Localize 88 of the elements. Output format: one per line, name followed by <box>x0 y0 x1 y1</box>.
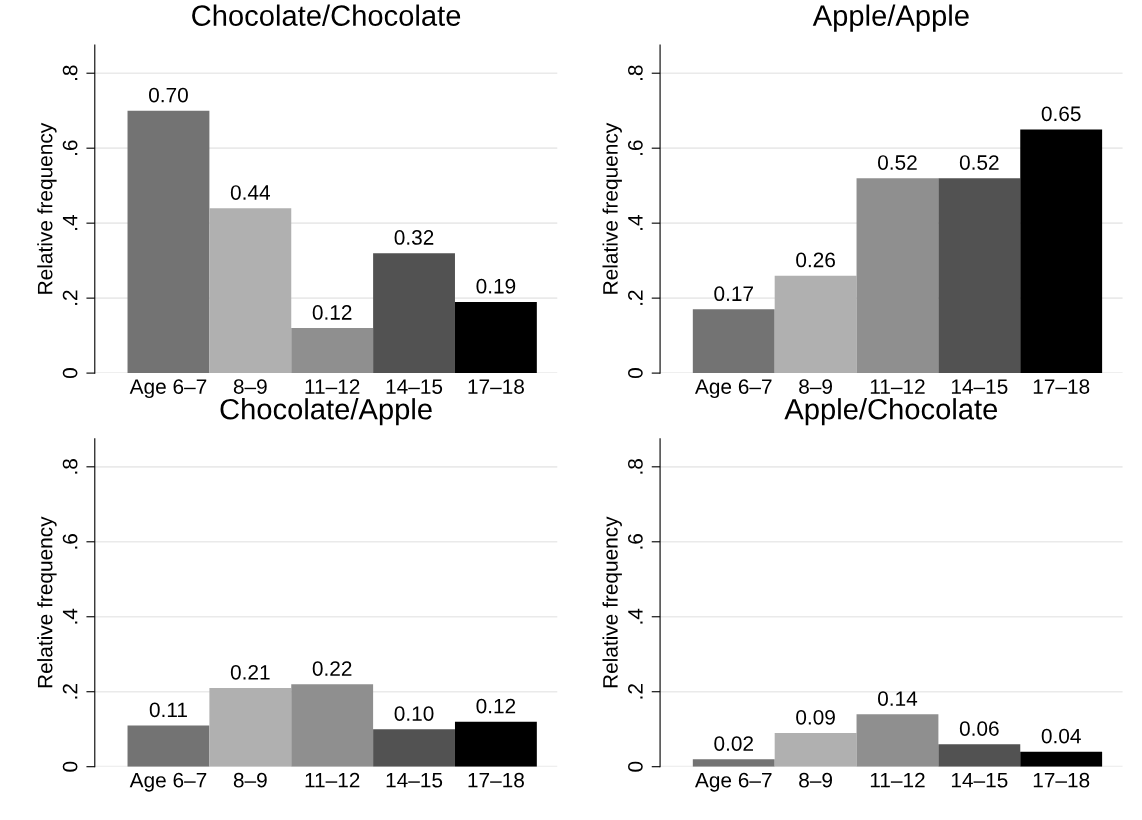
y-tick-label: .4 <box>62 608 78 624</box>
bar <box>774 275 857 374</box>
y-tick-label: .6 <box>628 534 643 549</box>
y-tick-label: .6 <box>62 140 78 155</box>
y-tick-label: .8 <box>62 459 78 474</box>
x-tick-label: 8–9 <box>233 772 267 788</box>
chart-title: Chocolate/Apple <box>220 398 432 426</box>
y-tick-label: .4 <box>628 608 643 624</box>
y-tick-label: .8 <box>628 65 643 80</box>
x-tick-label: 8–9 <box>799 772 832 788</box>
bar <box>774 732 857 767</box>
data-label: 0.11 <box>149 702 187 718</box>
y-tick-label: 0 <box>628 761 643 772</box>
x-tick-label: 11–12 <box>870 379 925 394</box>
bar <box>938 178 1021 374</box>
bar <box>209 687 292 767</box>
y-tick-label: .2 <box>62 684 78 699</box>
chart-title: Apple/Chocolate <box>784 398 998 426</box>
data-label: 0.10 <box>394 706 434 721</box>
y-tick-label: .4 <box>628 215 643 230</box>
x-tick-label: Age 6–7 <box>694 772 772 792</box>
x-tick-label: 11–12 <box>870 772 925 788</box>
bar <box>692 309 775 374</box>
x-tick-label: 14–15 <box>386 379 443 394</box>
data-label: 0.19 <box>476 278 516 294</box>
bar <box>1020 751 1103 767</box>
y-tick-label: 0 <box>628 368 643 379</box>
y-tick-label: 0 <box>62 761 78 772</box>
chart-title: Apple/Apple <box>812 4 969 32</box>
y-axis-title: Relative frequency <box>37 122 57 294</box>
data-label: 0.70 <box>149 87 188 103</box>
data-label: 0.04 <box>1041 728 1081 744</box>
data-label: 0.22 <box>312 661 352 676</box>
bar <box>127 110 210 374</box>
x-tick-label: 14–15 <box>951 773 1008 788</box>
data-label: 0.32 <box>394 230 434 245</box>
y-axis-title: Relative frequency <box>37 516 57 688</box>
data-label: 0.02 <box>714 736 753 751</box>
y-tick-label: .8 <box>628 459 643 474</box>
x-tick-label: 8–9 <box>799 379 832 394</box>
bar <box>938 744 1021 767</box>
data-label: 0.17 <box>714 286 753 302</box>
x-tick-label: 17–18 <box>468 772 524 788</box>
x-tick-label: 11–12 <box>305 379 360 394</box>
x-tick-label: 17–18 <box>1033 772 1090 788</box>
x-tick-label: Age 6–7 <box>129 379 207 399</box>
x-tick-label: 11–12 <box>305 772 360 788</box>
bar <box>856 178 939 374</box>
y-axis-title: Relative frequency <box>602 122 622 294</box>
y-tick-label: .2 <box>628 684 643 699</box>
bar <box>856 714 939 767</box>
chart-title: Chocolate/Chocolate <box>192 4 461 26</box>
y-axis-title: Relative frequency <box>602 516 622 688</box>
bar <box>127 725 210 767</box>
data-label: 0.21 <box>230 664 270 680</box>
x-tick-label: 14–15 <box>951 379 1008 394</box>
bar <box>291 684 374 767</box>
y-tick-label: .6 <box>62 534 78 549</box>
bar <box>373 729 455 767</box>
bar <box>1020 129 1103 374</box>
bar <box>291 328 374 374</box>
x-tick-label: Age 6–7 <box>129 772 207 792</box>
x-tick-label: 17–18 <box>468 379 524 394</box>
data-label: 0.26 <box>796 252 835 268</box>
bar <box>454 721 537 767</box>
y-tick-label: .4 <box>62 215 78 230</box>
x-tick-label: 14–15 <box>386 773 443 788</box>
y-tick-label: .2 <box>62 290 78 305</box>
data-label: 0.44 <box>230 185 270 200</box>
data-label: 0.52 <box>878 155 917 170</box>
x-tick-label: 17–18 <box>1033 379 1090 394</box>
bar <box>373 253 455 374</box>
y-tick-label: .6 <box>628 140 643 155</box>
bar <box>692 759 775 767</box>
data-label: 0.09 <box>796 709 835 725</box>
data-label: 0.12 <box>476 698 516 714</box>
data-label: 0.14 <box>878 691 918 706</box>
x-tick-label: 8–9 <box>233 379 267 394</box>
x-tick-label: Age 6–7 <box>694 379 772 399</box>
bar <box>209 208 292 374</box>
data-label: 0.65 <box>1041 106 1081 122</box>
y-tick-label: 0 <box>62 368 78 379</box>
bar <box>454 301 537 374</box>
data-label: 0.52 <box>959 155 999 170</box>
data-label: 0.06 <box>959 721 999 736</box>
y-tick-label: .8 <box>62 65 78 80</box>
data-label: 0.12 <box>312 305 352 320</box>
y-tick-label: .2 <box>628 290 643 305</box>
